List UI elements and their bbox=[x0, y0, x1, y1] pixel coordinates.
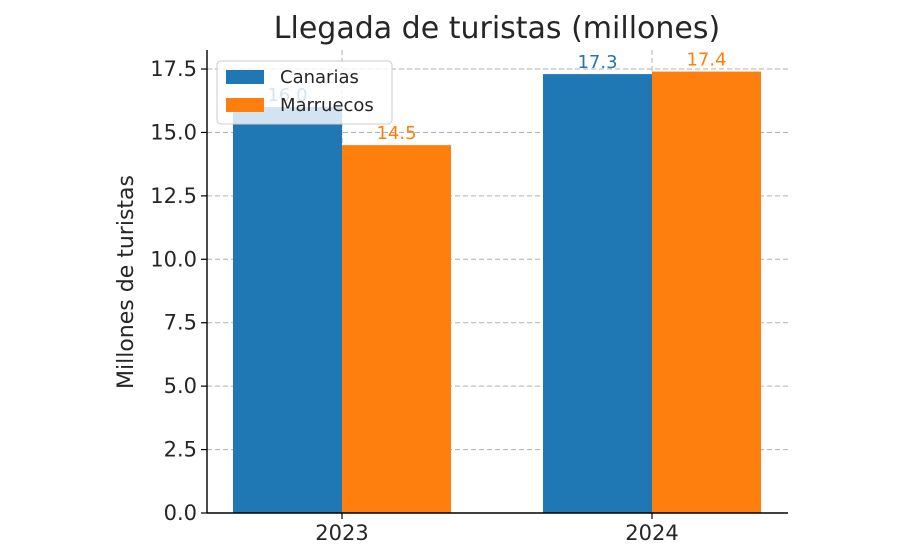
y-tick-label: 10.0 bbox=[150, 247, 197, 271]
legend-label-canarias: Canarias bbox=[280, 67, 359, 88]
data-label: 14.5 bbox=[376, 123, 416, 144]
tick-labels: 0.0 2.5 5.0 7.5 10.0 12.5 15.0 17.5 2023 2024 bbox=[150, 57, 678, 545]
y-tick-label: 2.5 bbox=[164, 438, 197, 462]
x-tick-label: 2024 bbox=[625, 521, 678, 545]
bar-marruecos-2023 bbox=[342, 145, 451, 513]
y-tick-label: 12.5 bbox=[150, 184, 197, 208]
y-tick-label: 7.5 bbox=[164, 311, 197, 335]
bar-marruecos-2024 bbox=[652, 71, 761, 513]
bar-canarias-2023 bbox=[233, 107, 342, 514]
y-tick-label: 0.0 bbox=[164, 501, 197, 525]
legend-swatch-canarias bbox=[226, 70, 264, 84]
y-axis-label: Millones de turistas bbox=[114, 175, 139, 389]
y-tick-label: 15.0 bbox=[150, 120, 197, 144]
bars bbox=[233, 71, 761, 514]
legend-label-marruecos: Marruecos bbox=[280, 95, 374, 116]
chart-title: Llegada de turistas (millones) bbox=[274, 11, 720, 46]
y-tick-label: 5.0 bbox=[164, 374, 197, 398]
data-label: 17.3 bbox=[577, 52, 617, 73]
bar-canarias-2024 bbox=[543, 74, 652, 513]
legend: Canarias Marruecos bbox=[216, 60, 393, 125]
x-tick-label: 2023 bbox=[315, 521, 368, 545]
y-tick-label: 17.5 bbox=[150, 57, 197, 81]
axes bbox=[201, 50, 788, 519]
legend-swatch-marruecos bbox=[226, 98, 264, 112]
data-label: 17.4 bbox=[686, 50, 726, 71]
